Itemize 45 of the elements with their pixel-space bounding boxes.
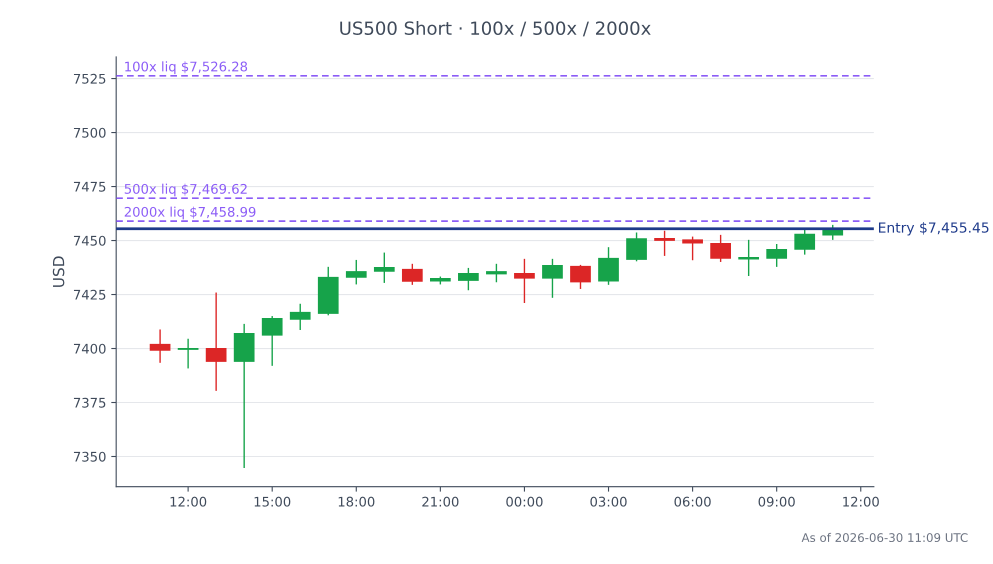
candlestick [262,316,283,366]
candlestick [738,240,760,276]
y-tick-label: 7375 [74,398,106,408]
y-axis-title: USD [52,256,64,287]
candlestick [710,234,731,262]
x-tick-label: 12:00 [170,496,206,507]
candlestick [290,304,311,330]
x-tick-label: 15:00 [254,496,290,507]
candlestick [542,258,563,298]
candlestick [206,292,227,391]
x-tick-label: 00:00 [506,496,543,507]
y-tick-label: 7425 [74,290,106,300]
y-tick-label: 7400 [74,344,106,354]
ref-line-label: 100x liq $7,526.28 [125,61,248,74]
ref-line-label: Entry $7,455.45 [878,222,988,236]
candlestick [346,260,367,284]
candlestick [598,247,619,285]
x-tick-label: 21:00 [422,496,458,507]
text: As of 2026-06-30 11:09 UTC [802,532,968,542]
ref-line-label: 500x liq $7,469.62 [124,184,247,196]
candlestick [570,264,591,289]
candlestick [178,338,198,368]
candlestick [402,264,423,285]
candlestick [374,252,395,283]
y-tick-label: 7350 [74,452,106,462]
chart-title: US500 Short · 100x / 500x / 2000x [340,21,651,36]
x-tick-label: 03:00 [590,496,627,507]
candlestick [682,236,703,260]
y-tick-label: 7475 [74,182,106,192]
y-tick-label: 7525 [74,74,106,84]
candlestick [794,228,816,255]
candlestick [486,264,507,282]
ref-line-label: 2000x liq $7,458.99 [124,206,256,220]
candlestick [150,329,170,363]
y-tick-label: 7500 [74,128,106,138]
x-tick-label: 06:00 [674,496,711,507]
y-tick-label: 7450 [74,236,106,246]
candlestick [458,268,479,290]
x-tick-label: 18:00 [338,496,374,507]
candlestick [626,232,647,262]
x-tick-label: 09:00 [758,496,795,507]
candlestick [514,258,535,303]
x-tick-label: 12:00 [843,496,879,507]
candlestick [654,230,675,256]
candlestick [766,244,788,267]
